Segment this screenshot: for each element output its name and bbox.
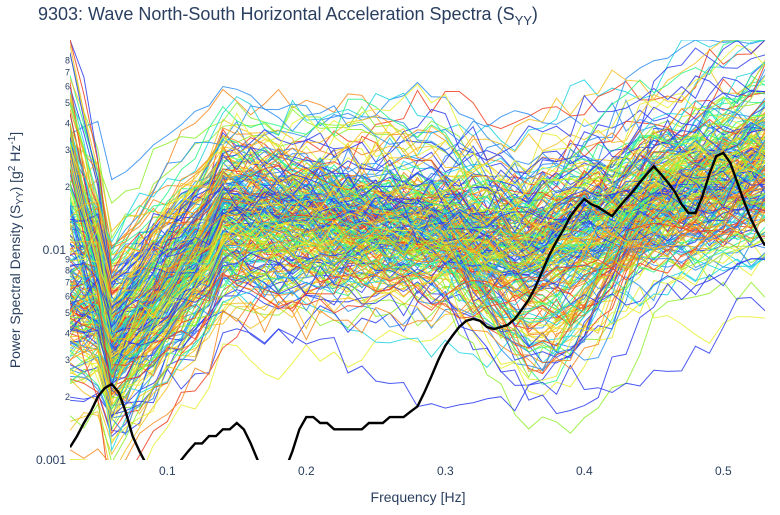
- y-axis-title-pre: Power Spectral Density (S: [7, 205, 23, 368]
- y-axis-title-sup1: 2: [7, 165, 18, 171]
- background-series-line: [70, 130, 765, 460]
- y-minor-tick-label: 4: [65, 119, 70, 129]
- background-series-line: [70, 172, 765, 405]
- background-series-line: [70, 52, 765, 283]
- background-series-line: [70, 249, 765, 360]
- background-series-line: [70, 40, 765, 359]
- x-tick-label: 0.3: [437, 464, 454, 478]
- x-tick-label: 0.2: [298, 464, 315, 478]
- background-series-line: [70, 100, 765, 318]
- chart-title: 9303: Wave North-South Horizontal Accele…: [38, 4, 538, 28]
- background-series-line: [70, 199, 765, 392]
- y-minor-tick-label: 3: [65, 355, 70, 365]
- y-minor-tick-label: 7: [65, 68, 70, 78]
- chart-title-sub: YY: [515, 13, 533, 28]
- background-series-line: [70, 171, 765, 284]
- background-series-line: [70, 187, 765, 378]
- background-series-line: [70, 132, 765, 307]
- background-series-line: [70, 177, 765, 341]
- background-series-line: [70, 76, 765, 282]
- background-series-line: [70, 229, 765, 438]
- background-series-line: [70, 98, 765, 256]
- y-minor-tick-label: 3: [65, 145, 70, 155]
- x-tick-label: 0.4: [576, 464, 593, 478]
- background-series-line: [70, 142, 765, 423]
- background-series-line: [70, 101, 765, 251]
- background-series-line: [70, 118, 765, 340]
- y-axis-title: Power Spectral Density (SYY) [g2 Hz-1]: [7, 132, 26, 368]
- x-tick-label: 0.5: [715, 464, 732, 478]
- y-minor-tick-label: 8: [65, 55, 70, 65]
- background-series-line: [70, 208, 765, 367]
- background-series-line: [70, 133, 765, 295]
- y-minor-tick-label: 9: [65, 255, 70, 265]
- x-tick-label: 0.1: [159, 464, 176, 478]
- background-series-line: [70, 147, 765, 367]
- y-axis-title-sup2: -1: [7, 135, 18, 144]
- y-axis-title-sub: YY: [15, 191, 26, 205]
- y-minor-tick-label: 5: [65, 98, 70, 108]
- background-series-line: [70, 166, 765, 386]
- background-series-line: [70, 122, 765, 348]
- background-series-line: [70, 188, 765, 445]
- chart-title-close: ): [532, 4, 538, 24]
- background-series-line: [70, 40, 765, 411]
- background-series-line: [70, 40, 765, 316]
- y-minor-tick-label: 4: [65, 329, 70, 339]
- background-series-line: [70, 163, 765, 337]
- y-minor-tick-label: 6: [65, 82, 70, 92]
- y-minor-tick-label: 5: [65, 308, 70, 318]
- background-series-line: [70, 254, 765, 392]
- plot-area: [70, 40, 765, 460]
- background-series-line: [70, 178, 765, 398]
- background-series-line: [70, 166, 765, 359]
- background-series-line: [70, 116, 765, 309]
- background-series-line: [70, 106, 765, 316]
- y-axis-title-post: ]: [7, 132, 23, 136]
- x-axis-title: Frequency [Hz]: [371, 489, 466, 505]
- y-minor-tick-label: 8: [65, 265, 70, 275]
- chart-title-main: 9303: Wave North-South Horizontal Accele…: [38, 4, 515, 24]
- y-axis-title-mid: ) [g: [7, 171, 23, 191]
- y-minor-tick-label: 2: [65, 182, 70, 192]
- background-series-line: [70, 252, 765, 415]
- x-axis: 0.1 0.2 0.3 0.4 0.5: [159, 464, 732, 478]
- background-series-line: [70, 178, 765, 460]
- highlight-series-line: [70, 151, 765, 460]
- y-minor-tick-label: 7: [65, 278, 70, 288]
- background-series-line: [70, 132, 765, 460]
- y-minor-tick-label: 6: [65, 292, 70, 302]
- background-series-line: [70, 139, 765, 351]
- background-series-line: [70, 174, 765, 453]
- background-series-line: [70, 206, 765, 336]
- background-series-line: [70, 173, 765, 329]
- background-series-line: [70, 176, 765, 357]
- background-series-line: [70, 76, 765, 335]
- background-series-line: [70, 146, 765, 264]
- background-series-group: [70, 40, 765, 460]
- y-major-tick-label: 0.01: [43, 243, 67, 257]
- highlight-series-group: [70, 151, 765, 460]
- y-axis-title-mid2: Hz: [7, 145, 23, 166]
- background-series-line: [70, 40, 765, 275]
- background-series-line: [70, 168, 765, 372]
- background-series-line: [70, 169, 765, 397]
- y-minor-tick-label: 2: [65, 392, 70, 402]
- background-series-line: [70, 92, 765, 258]
- y-major-tick-label: 0.001: [36, 453, 66, 467]
- background-series-line: [70, 156, 765, 406]
